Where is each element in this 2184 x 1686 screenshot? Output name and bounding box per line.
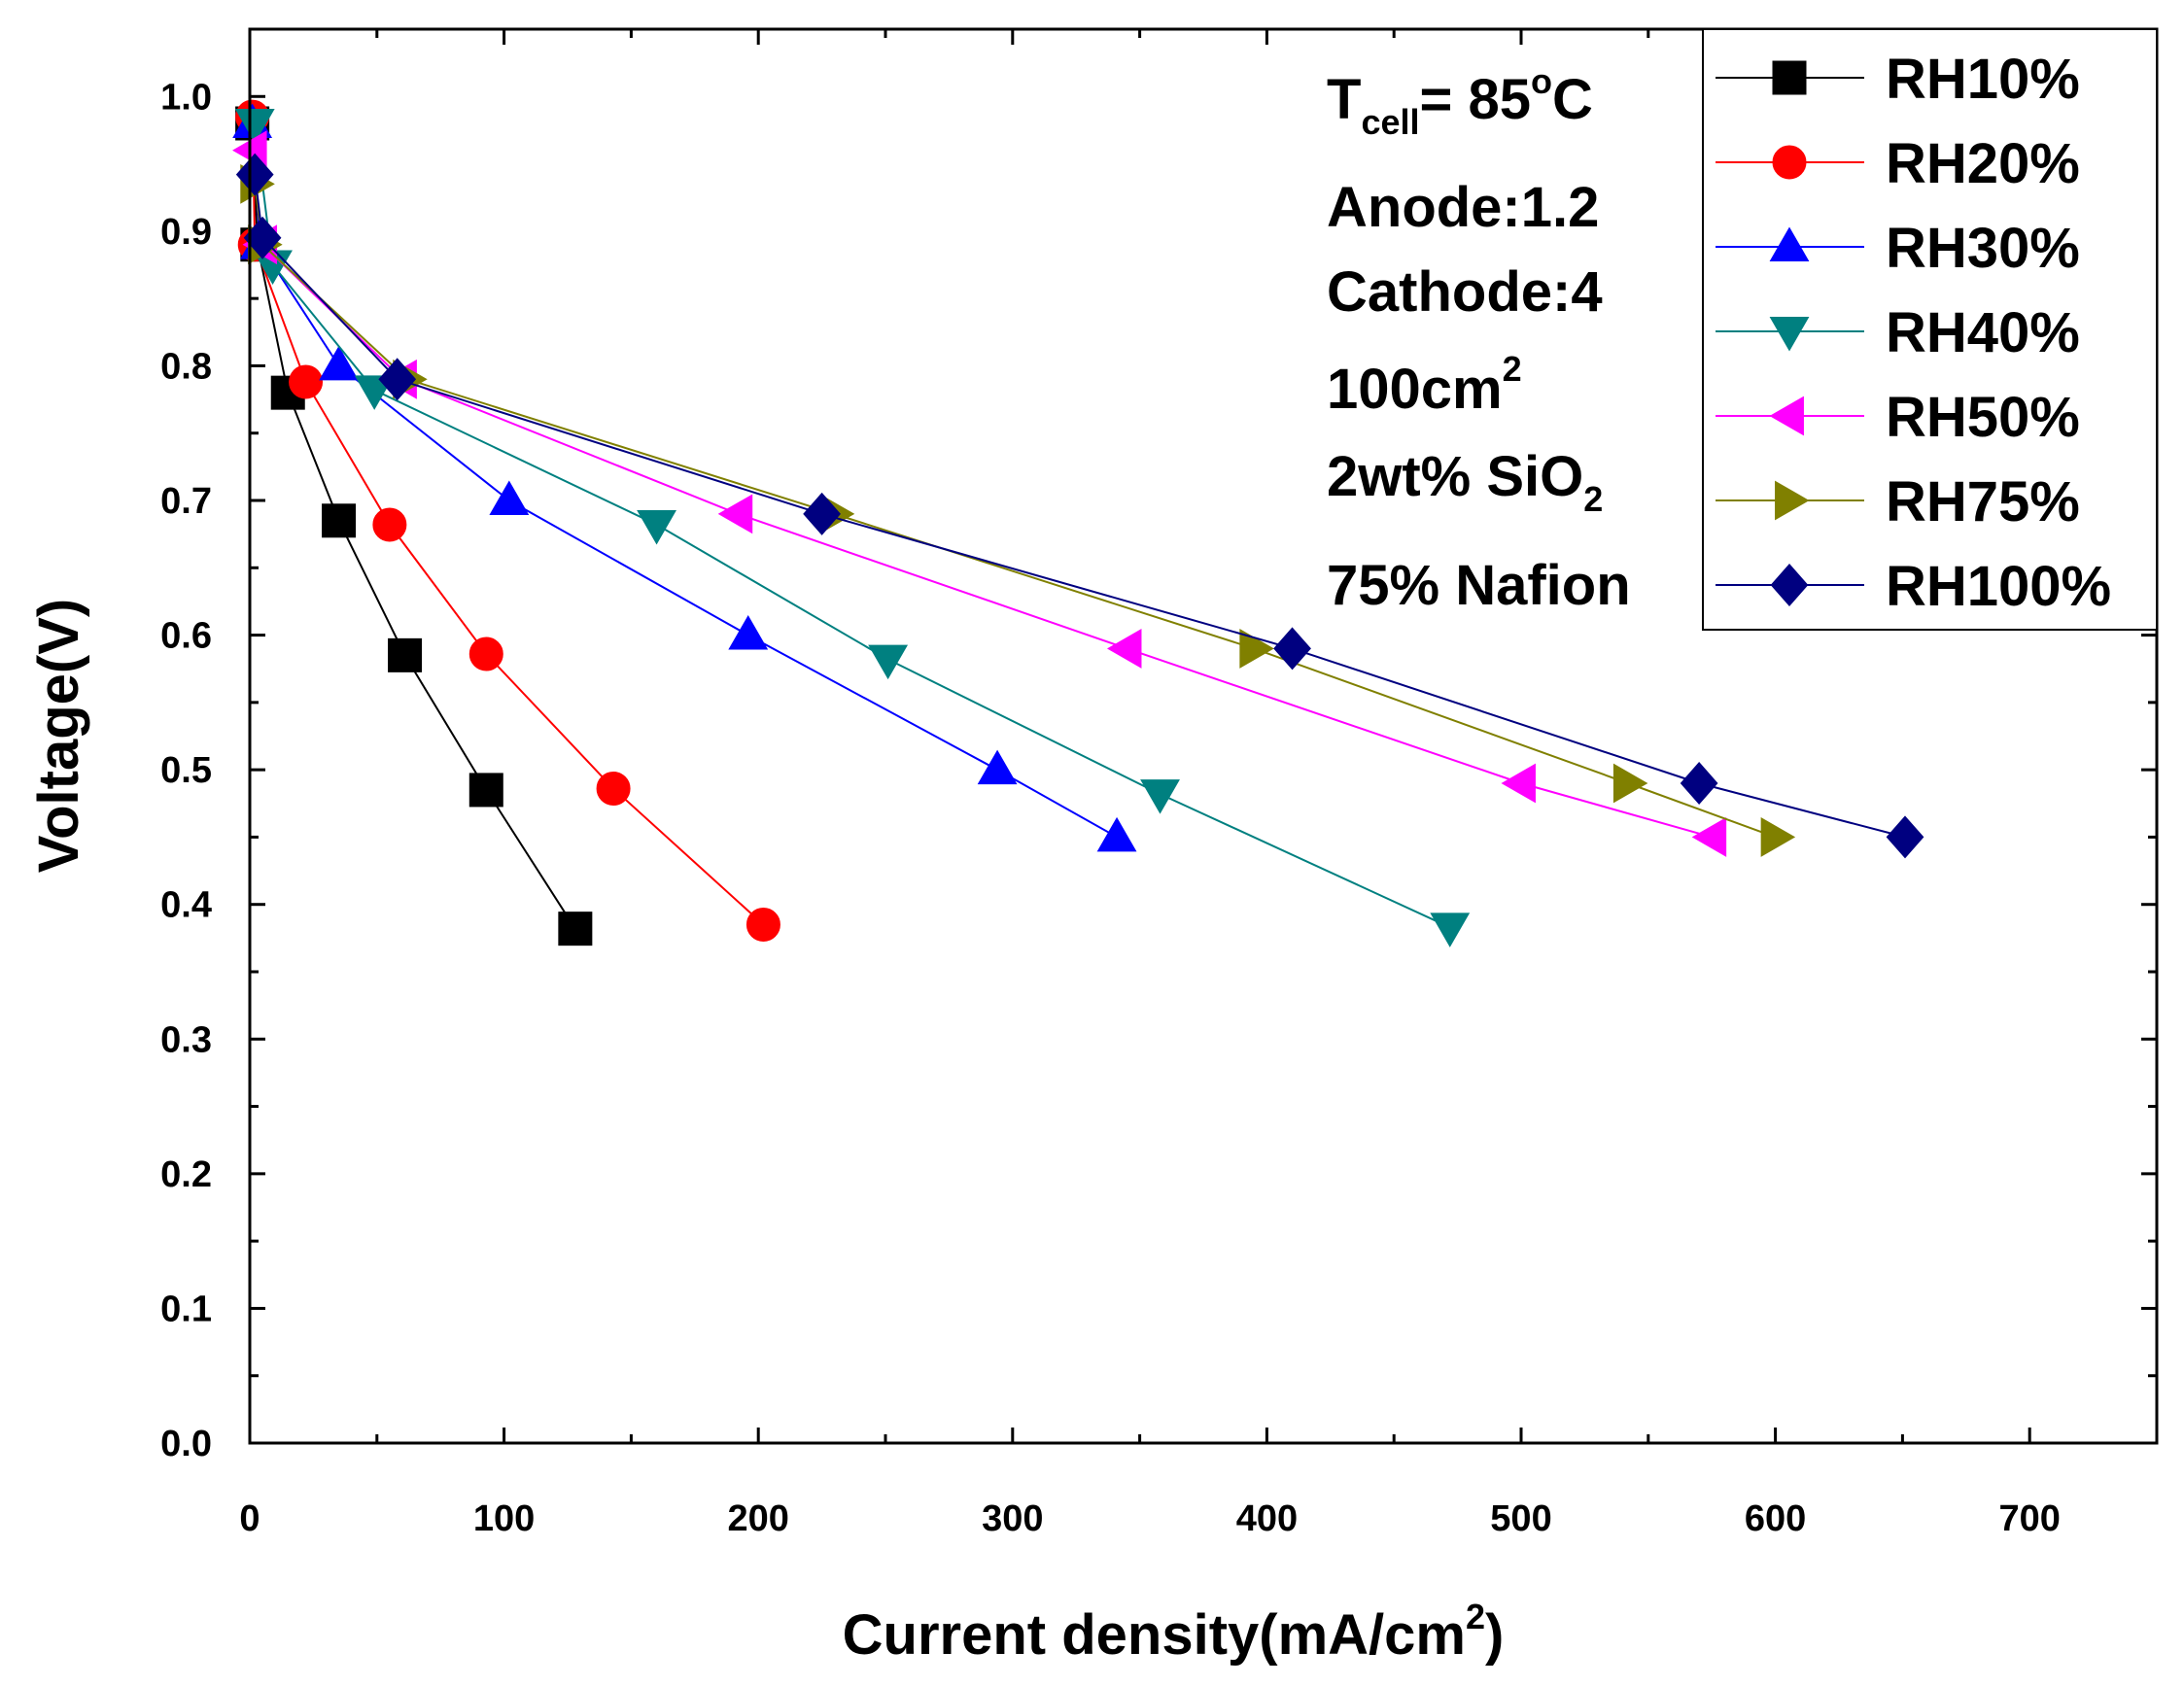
- data-point: [1691, 817, 1727, 857]
- data-point: [1612, 763, 1648, 804]
- annotation-cathode: Cathode:4: [1327, 260, 1603, 324]
- y-tick-label: 0.4: [160, 885, 212, 926]
- legend-marker: [1770, 563, 1809, 607]
- series-line: [251, 122, 576, 930]
- y-tick-label: 0.8: [160, 346, 212, 387]
- data-point: [235, 153, 274, 196]
- data-point: [289, 364, 324, 399]
- data-point: [322, 503, 357, 538]
- series-RH10%: [235, 106, 593, 946]
- data-point: [319, 345, 359, 381]
- annotation-silica: 2wt% SiO2: [1327, 445, 1603, 519]
- y-tick-label: 0.7: [160, 481, 212, 522]
- y-tick-label: 0.6: [160, 616, 212, 657]
- annotation-temperature: Tcell= 85oC: [1327, 61, 1593, 142]
- data-point: [468, 773, 503, 808]
- legend-item: RH100%: [1716, 555, 2111, 618]
- data-point: [1680, 761, 1718, 806]
- annotation-nafion: 75% Nafion: [1327, 554, 1631, 617]
- y-tick-label: 1.0: [160, 77, 212, 118]
- y-tick-label: 0.3: [160, 1019, 212, 1060]
- data-point: [1140, 779, 1180, 814]
- data-point: [1273, 627, 1311, 671]
- legend-item: RH50%: [1716, 386, 2080, 449]
- x-tick-label: 0: [239, 1498, 260, 1539]
- data-point: [637, 509, 676, 545]
- x-tick-labels: 0 100 200 300 400 500 600 700: [239, 1498, 2060, 1539]
- data-point: [468, 637, 503, 671]
- legend-label: RH40%: [1886, 301, 2080, 364]
- legend-label: RH100%: [1886, 555, 2111, 618]
- legend-marker: [1772, 145, 1807, 180]
- x-tick-label: 700: [1998, 1498, 2060, 1539]
- y-tick-label: 0.0: [160, 1424, 212, 1464]
- legend-marker: [1769, 396, 1804, 436]
- data-point: [489, 480, 530, 515]
- x-axis-title: Current density(mA/cm2): [843, 1597, 1505, 1667]
- series-RH20%: [235, 99, 780, 942]
- data-point: [1430, 912, 1471, 947]
- series-RH30%: [232, 103, 1137, 852]
- plot-frame: [248, 27, 2159, 1445]
- legend-label: RH75%: [1886, 470, 2080, 533]
- x-tick-label: 400: [1236, 1498, 1298, 1539]
- data-point: [868, 644, 909, 680]
- condition-annotation: Tcell= 85oC Anode:1.2 Cathode:4 100cm2 2…: [1327, 61, 1631, 617]
- y-tick-label: 0.9: [160, 212, 212, 253]
- data-point: [728, 615, 769, 650]
- legend: RH10% RH20% RH30% RH40% RH50% RH75% RH100%: [1702, 28, 2158, 631]
- legend-marker: [1775, 480, 1810, 521]
- series-line: [254, 122, 1451, 929]
- legend-item: RH75%: [1716, 470, 2080, 533]
- data-point: [745, 908, 780, 942]
- data-point: [1886, 815, 1924, 859]
- legend-item: RH40%: [1716, 301, 2080, 364]
- annotation-anode: Anode:1.2: [1327, 176, 1599, 239]
- x-tick-label: 600: [1745, 1498, 1806, 1539]
- legend-marker: [1769, 317, 1810, 352]
- series-line: [251, 122, 1118, 839]
- data-point: [1760, 817, 1796, 857]
- data-point: [558, 912, 593, 946]
- legend-marker: [1772, 60, 1807, 95]
- legend-label: RH50%: [1886, 386, 2080, 449]
- y-tick-labels: 0.0 0.1 0.2 0.3 0.4 0.5 0.6 0.7 0.8 0.9 1.0: [160, 77, 212, 1464]
- x-tick-label: 100: [473, 1498, 535, 1539]
- series-RH40%: [234, 109, 1471, 947]
- y-axis-title: Voltage(V): [27, 599, 90, 874]
- data-point: [378, 358, 417, 401]
- data-point: [596, 772, 631, 807]
- legend-item: RH10%: [1716, 48, 2080, 111]
- annotation-area: 100cm2: [1327, 349, 1522, 421]
- data-point: [1096, 816, 1137, 852]
- data-point: [717, 494, 753, 534]
- data-series: [232, 99, 1924, 947]
- x-tick-label: 200: [727, 1498, 788, 1539]
- data-point: [1106, 629, 1142, 669]
- y-tick-label: 0.2: [160, 1154, 212, 1195]
- legend-item: RH30%: [1716, 217, 2080, 280]
- x-tick-label: 500: [1490, 1498, 1551, 1539]
- y-tick-label: 0.1: [160, 1289, 212, 1329]
- legend-label: RH20%: [1886, 132, 2080, 195]
- legend-item: RH20%: [1716, 132, 2080, 195]
- data-point: [388, 637, 423, 672]
- data-point: [803, 492, 841, 535]
- legend-label: RH10%: [1886, 48, 2080, 111]
- data-point: [372, 507, 407, 542]
- data-point: [234, 109, 275, 144]
- data-point: [977, 749, 1018, 785]
- series-RH100%: [235, 153, 1924, 859]
- legend-label: RH30%: [1886, 217, 2080, 280]
- y-tick-label: 0.5: [160, 750, 212, 791]
- x-tick-label: 300: [982, 1498, 1043, 1539]
- data-point: [1501, 763, 1536, 804]
- legend-marker: [1769, 226, 1810, 261]
